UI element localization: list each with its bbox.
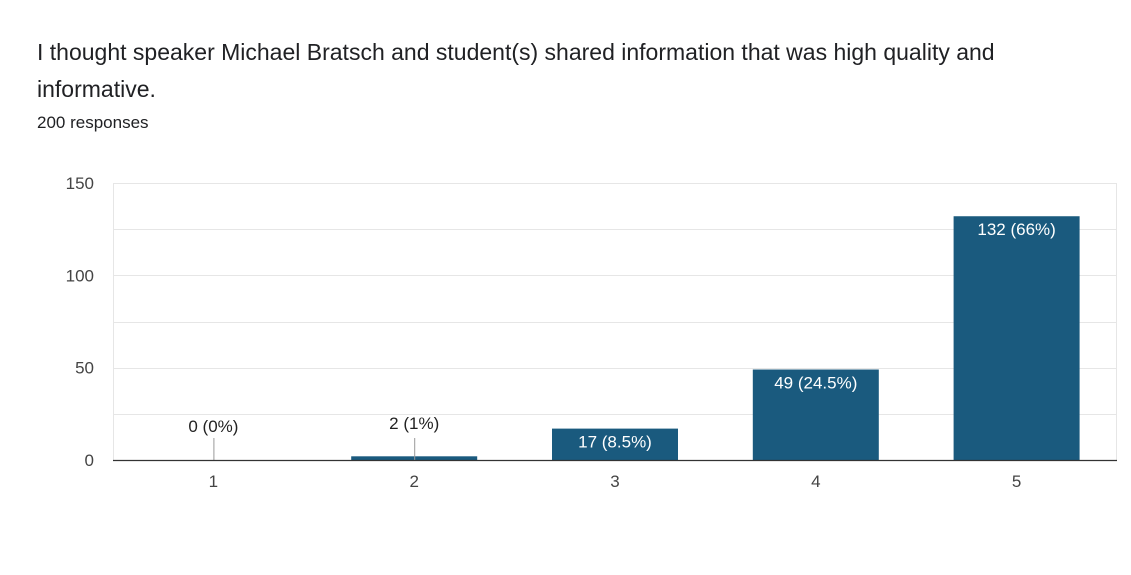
y-tick-label: 50 xyxy=(75,359,94,378)
x-tick-label: 2 xyxy=(409,472,418,491)
bar xyxy=(752,369,879,460)
y-tick-label: 150 xyxy=(66,174,94,193)
bar-data-label: 132 (66%) xyxy=(977,220,1055,239)
x-tick-label: 5 xyxy=(1012,472,1021,491)
y-tick-label: 0 xyxy=(85,451,94,470)
x-tick-label: 1 xyxy=(209,472,218,491)
bar xyxy=(552,428,678,460)
y-tick-label: 100 xyxy=(66,266,94,285)
bar-data-label: 17 (8.5%) xyxy=(578,433,652,452)
bar xyxy=(953,216,1080,460)
bar-data-label: 0 (0%) xyxy=(188,417,238,436)
x-tick-label: 3 xyxy=(610,472,619,491)
x-tick-label: 4 xyxy=(811,472,820,491)
response-count: 200 responses xyxy=(37,113,149,132)
question-title: I thought speaker Michael Bratsch and st… xyxy=(37,39,995,102)
bar-data-label: 2 (1%) xyxy=(389,414,439,433)
bar-data-label: 49 (24.5%) xyxy=(774,374,857,393)
